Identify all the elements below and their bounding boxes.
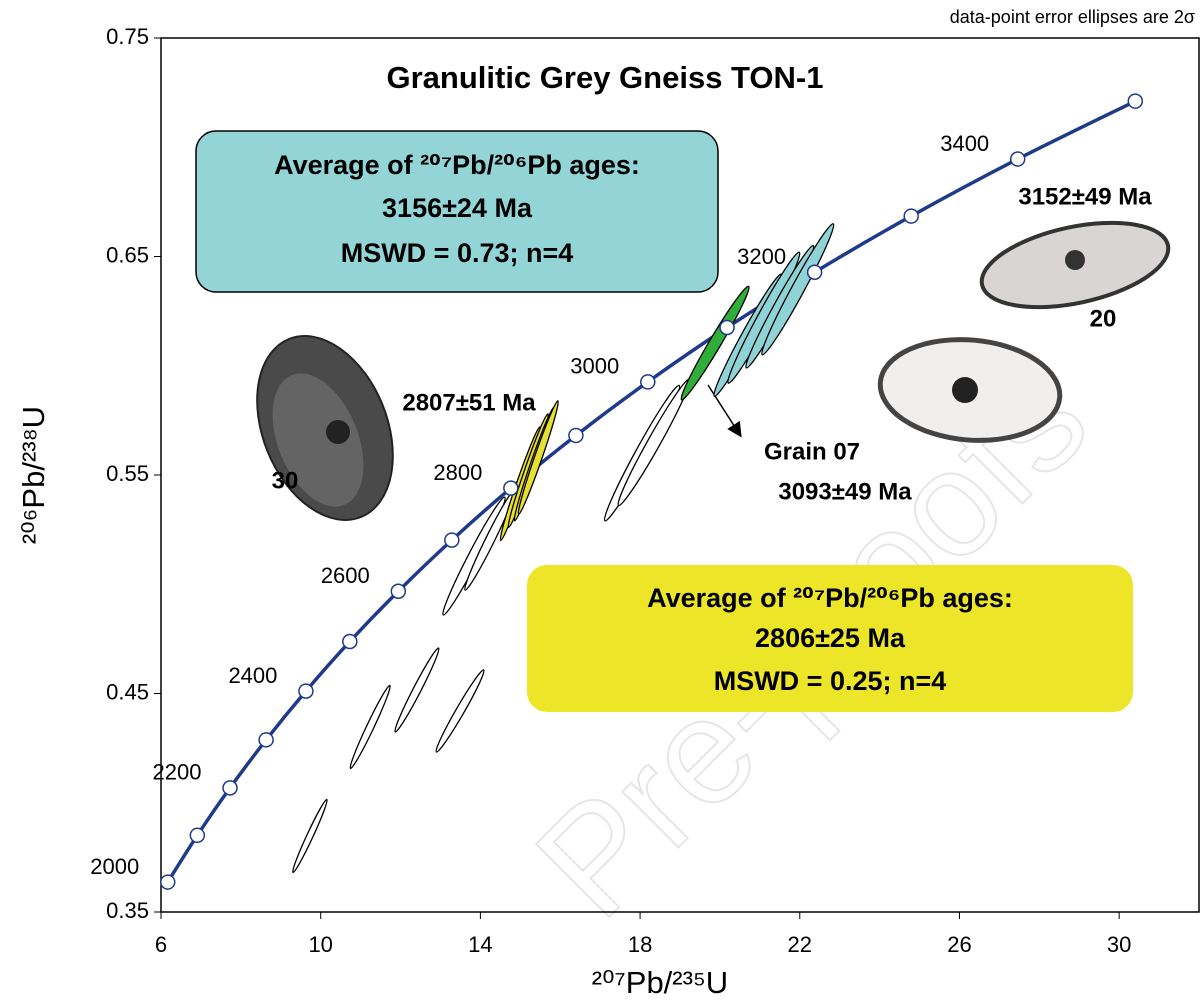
x-tick-label: 22 xyxy=(788,932,812,957)
age-label: 2800 xyxy=(433,460,482,485)
age-label: 3200 xyxy=(737,244,786,269)
concordia-point xyxy=(1011,152,1025,166)
y-tick-label: 0.75 xyxy=(106,24,149,49)
y-tick-label: 0.65 xyxy=(106,242,149,267)
age-label: 2000 xyxy=(90,854,139,879)
x-tick-label: 18 xyxy=(628,932,652,957)
y-tick-label: 0.55 xyxy=(106,461,149,486)
error-ellipse xyxy=(290,798,329,874)
error-ellipse xyxy=(392,646,442,733)
upper-box-text: MSWD = 0.73; n=4 xyxy=(341,238,574,268)
lower-box-text: Average of ²⁰⁷Pb/²⁰⁶Pb ages: xyxy=(647,583,1013,613)
x-axis-label: ²⁰⁷Pb/²³⁵U xyxy=(592,965,728,1000)
annotation: 2807±51 Ma xyxy=(402,389,536,416)
chart-title: Granulitic Grey Gneiss TON-1 xyxy=(386,60,823,95)
grain-20-spot xyxy=(1065,250,1085,270)
x-tick-label: 30 xyxy=(1107,932,1131,957)
chart: Pre-proofs data-point error ellipses are… xyxy=(0,0,1203,1006)
concordia-point xyxy=(445,533,459,547)
age-label: 2200 xyxy=(153,760,202,785)
y-axis-label: ²⁰⁶Pb/²³⁸U xyxy=(16,406,51,544)
error-ellipse xyxy=(433,668,488,754)
concordia-point xyxy=(808,265,822,279)
lower-box-text: 2806±25 Ma xyxy=(755,623,906,653)
annotation: Grain 07 xyxy=(764,438,860,465)
concordia-point xyxy=(391,584,405,598)
x-tick-label: 14 xyxy=(468,932,492,957)
age-label: 3400 xyxy=(940,131,989,156)
x-tick-label: 10 xyxy=(308,932,332,957)
concordia-point xyxy=(720,321,734,335)
x-tick-label: 26 xyxy=(947,932,971,957)
age-label: 3000 xyxy=(570,354,619,379)
concordia-point xyxy=(904,209,918,223)
annotation: 20 xyxy=(1090,305,1117,332)
concordia-point xyxy=(190,828,204,842)
concordia-point xyxy=(504,481,518,495)
arrow xyxy=(708,385,740,435)
upper-box-text: 3156±24 Ma xyxy=(382,193,533,223)
concordia-point xyxy=(223,781,237,795)
concordia-point xyxy=(641,375,655,389)
annotation: 3152±49 Ma xyxy=(1018,183,1152,210)
grain-spot xyxy=(952,377,978,403)
error-ellipse xyxy=(347,684,393,770)
error-ellipse xyxy=(515,399,561,515)
lower-box-text: MSWD = 0.25; n=4 xyxy=(714,666,947,696)
concordia-point xyxy=(299,684,313,698)
note: data-point error ellipses are 2σ xyxy=(950,7,1195,27)
age-label: 2400 xyxy=(228,663,277,688)
y-tick-label: 0.45 xyxy=(106,679,149,704)
concordia-point xyxy=(161,875,175,889)
annotation: 30 xyxy=(272,467,299,494)
concordia-point xyxy=(343,634,357,648)
x-tick-label: 6 xyxy=(155,932,167,957)
concordia-point xyxy=(259,733,273,747)
grain-30-spot xyxy=(326,420,350,444)
y-tick-label: 0.35 xyxy=(106,898,149,923)
concordia-point xyxy=(1128,94,1142,108)
annotation: 3093±49 Ma xyxy=(778,478,912,505)
upper-box-text: Average of ²⁰⁷Pb/²⁰⁶Pb ages: xyxy=(274,150,640,180)
age-label: 2600 xyxy=(321,563,370,588)
concordia-point xyxy=(569,428,583,442)
